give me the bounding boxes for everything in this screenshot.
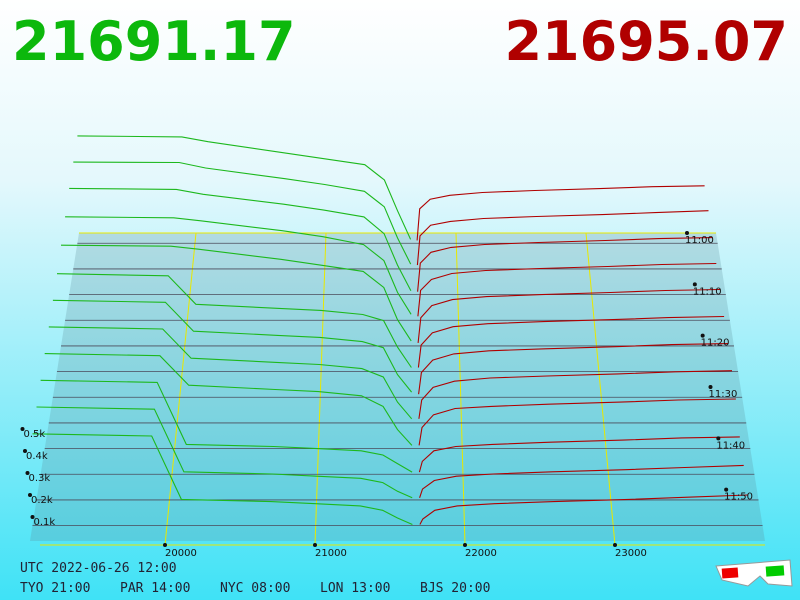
y-tick bbox=[25, 471, 30, 475]
bid-depth-line bbox=[73, 161, 412, 265]
ask-depth-line bbox=[418, 370, 733, 419]
glasses-icon bbox=[715, 559, 793, 587]
x-tick-label: 22000 bbox=[465, 548, 497, 559]
utc-time: UTC 2022-06-26 12:00 bbox=[20, 561, 177, 576]
world-clock: PAR 14:00 bbox=[120, 581, 190, 596]
y-tick bbox=[28, 493, 32, 497]
world-clock: NYC 08:00 bbox=[220, 581, 290, 596]
bid-depth-line bbox=[60, 244, 412, 342]
bid-depth-line bbox=[36, 406, 413, 499]
y-tick-label: 0.4k bbox=[26, 451, 48, 462]
time-tick-label: 11:50 bbox=[724, 492, 753, 503]
time-tick bbox=[685, 231, 689, 235]
bid-depth-line bbox=[44, 353, 413, 446]
bid-price: 21691.17 bbox=[12, 10, 296, 73]
bid-depth-line bbox=[56, 273, 412, 368]
time-tick-label: 11:00 bbox=[685, 235, 714, 246]
ask-depth-line bbox=[418, 343, 729, 395]
y-tick bbox=[23, 449, 27, 453]
ask-depth-line bbox=[416, 210, 709, 266]
ask-depth-line bbox=[419, 464, 744, 498]
grid-line bbox=[455, 232, 466, 546]
bid-depth-line bbox=[77, 135, 412, 240]
time-tick bbox=[716, 436, 721, 441]
x-tick bbox=[313, 543, 317, 547]
ask-price: 21695.07 bbox=[504, 10, 788, 73]
ask-depth-line bbox=[417, 288, 721, 343]
bid-depth-line bbox=[69, 187, 412, 291]
y-tick-label: 0.2k bbox=[31, 495, 53, 506]
ask-depth-line bbox=[417, 262, 717, 317]
grid-line bbox=[164, 232, 197, 546]
ask-depth-line bbox=[419, 494, 748, 525]
time-tick-label: 11:20 bbox=[701, 338, 730, 349]
y-tick-label: 0.3k bbox=[29, 473, 51, 484]
grid-line bbox=[585, 232, 616, 546]
floor bbox=[30, 233, 765, 541]
bid-depth-line bbox=[40, 379, 413, 473]
ask-depth-line bbox=[417, 315, 725, 368]
x-tick-label: 21000 bbox=[315, 548, 347, 559]
x-tick bbox=[613, 543, 617, 547]
ask-depth-line bbox=[417, 237, 713, 292]
bid-depth-line bbox=[65, 216, 412, 315]
time-tick bbox=[724, 487, 729, 492]
bid-depth-line bbox=[32, 433, 413, 526]
bid-depth-line bbox=[52, 299, 413, 393]
time-tick-label: 11:10 bbox=[693, 286, 722, 297]
ask-depth-line bbox=[418, 436, 740, 473]
time-tick-label: 11:30 bbox=[709, 389, 738, 400]
grid-line bbox=[314, 232, 327, 546]
x-tick bbox=[163, 543, 167, 547]
x-tick-label: 20000 bbox=[165, 548, 197, 559]
world-clock: LON 13:00 bbox=[320, 581, 390, 596]
y-tick-label: 0.1k bbox=[34, 517, 56, 528]
world-clock: TYO 21:00 bbox=[20, 581, 90, 596]
time-tick bbox=[708, 385, 713, 389]
y-tick bbox=[30, 515, 35, 519]
ask-depth-line bbox=[418, 398, 736, 446]
plot-area: 20000 21000 22000 23000 0.1k 0.2k 0.3k 0.4k 0.5k… bbox=[20, 135, 765, 559]
time-tick-label: 11:40 bbox=[716, 440, 745, 451]
y-tick-label: 0.5k bbox=[24, 429, 46, 440]
x-tick bbox=[463, 543, 467, 547]
world-clock: BJS 20:00 bbox=[420, 581, 490, 596]
ask-depth-line bbox=[416, 185, 705, 241]
bid-depth-line bbox=[48, 326, 413, 420]
x-tick-label: 23000 bbox=[615, 548, 647, 559]
time-tick bbox=[692, 282, 697, 287]
time-tick bbox=[700, 333, 705, 338]
y-tick bbox=[20, 427, 25, 431]
